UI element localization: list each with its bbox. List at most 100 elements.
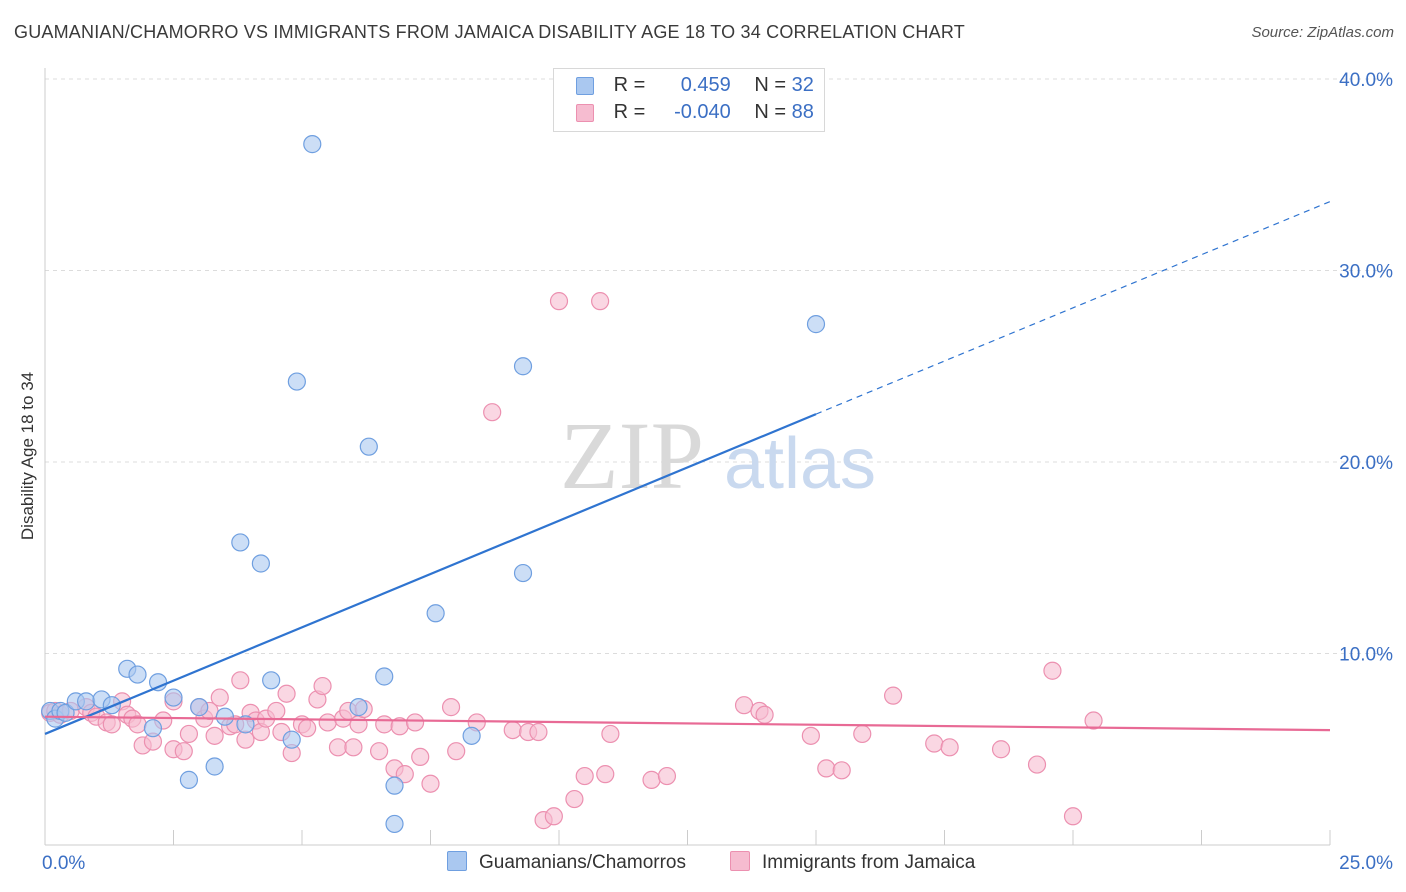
data-point-jamaica <box>1063 807 1083 826</box>
grid-lines <box>45 78 1392 654</box>
data-point-guamanian <box>215 707 234 726</box>
y-tick-label: 30.0% <box>1339 262 1393 283</box>
y-tick-label: 10.0% <box>1339 645 1393 666</box>
y-tick-label: 40.0% <box>1339 70 1393 91</box>
data-point-guamanian <box>282 730 301 749</box>
watermark-atlas: atlas <box>724 424 876 504</box>
trend-line-guamanian <box>44 413 817 735</box>
data-point-jamaica <box>529 722 548 742</box>
data-point-jamaica <box>1043 661 1062 680</box>
data-point-guamanian <box>77 692 96 711</box>
data-point-jamaica <box>734 696 754 715</box>
data-point-jamaica <box>231 671 250 690</box>
legend-r-value: -0.040 <box>674 101 731 123</box>
legend-swatch-jamaica <box>730 850 750 871</box>
legend-swatch-guamanian <box>447 850 467 871</box>
data-point-jamaica <box>940 738 959 757</box>
data-point-guamanian <box>148 673 168 692</box>
data-point-jamaica <box>267 701 286 721</box>
data-point-guamanian <box>236 715 255 734</box>
data-point-guamanian <box>190 698 209 717</box>
data-point-guamanian <box>179 770 199 789</box>
data-point-jamaica <box>544 807 563 826</box>
chart-title: GUAMANIAN/CHAMORRO VS IMMIGRANTS FROM JA… <box>14 22 965 42</box>
data-point-jamaica <box>405 713 425 732</box>
data-point-guamanian <box>287 372 306 391</box>
x-tick-label-min: 0.0% <box>42 853 85 874</box>
data-point-guamanian <box>513 357 533 376</box>
legend-r-label: R = <box>613 74 646 96</box>
data-point-jamaica <box>411 747 430 767</box>
data-point-guamanian <box>262 671 281 690</box>
data-point-jamaica <box>832 761 851 780</box>
data-point-jamaica <box>483 403 502 422</box>
data-point-jamaica <box>853 724 872 744</box>
data-point-jamaica <box>1084 711 1103 730</box>
x-tick-label-max: 25.0% <box>1339 853 1393 874</box>
data-point-guamanian <box>375 667 394 686</box>
data-point-jamaica <box>318 713 337 732</box>
data-point-jamaica <box>801 726 820 745</box>
data-point-jamaica <box>102 715 121 734</box>
data-point-guamanian <box>143 719 163 738</box>
data-point-jamaica <box>277 684 296 703</box>
data-point-guamanian <box>513 563 533 583</box>
data-point-guamanian <box>128 665 147 684</box>
trend-lines <box>44 201 1331 735</box>
legend-swatch-jamaica <box>576 103 594 122</box>
legend-row-guamanian: R = 0.459 N = 32 <box>576 74 814 100</box>
source-label: Source: ZipAtlas.com <box>1251 24 1394 41</box>
trend-line-jamaica <box>44 715 1331 732</box>
data-point-jamaica <box>210 688 229 707</box>
legend-n-value: 32 <box>791 74 814 96</box>
data-point-jamaica <box>313 676 332 696</box>
data-point-jamaica <box>421 774 440 793</box>
data-point-jamaica <box>447 742 466 761</box>
legend-n-label: N = <box>754 74 787 96</box>
data-point-jamaica <box>591 292 610 311</box>
data-point-jamaica <box>503 720 522 740</box>
data-point-jamaica <box>344 738 363 757</box>
data-point-guamanian <box>164 688 183 707</box>
correlation-legend: R = 0.459 N = 32 R = -0.040 N = 88 <box>553 68 825 132</box>
data-point-jamaica <box>328 738 348 757</box>
series-guamanian-points <box>41 135 826 834</box>
data-point-jamaica <box>370 742 389 761</box>
tick-labels: 10.0% 20.0% 30.0% 40.0% 0.0% 25.0% <box>42 70 1393 874</box>
series-jamaica-points <box>41 292 1103 830</box>
data-point-jamaica <box>1027 755 1047 774</box>
data-point-jamaica <box>925 734 944 753</box>
trend-line-guamanian-extension <box>815 201 1331 415</box>
data-point-guamanian <box>385 776 404 795</box>
legend-n-value: 88 <box>791 101 814 123</box>
data-point-jamaica <box>441 698 461 717</box>
data-point-jamaica <box>205 726 224 745</box>
data-point-jamaica <box>236 730 255 749</box>
y-tick-label: 20.0% <box>1339 453 1393 474</box>
data-point-jamaica <box>349 715 368 734</box>
data-point-jamaica <box>642 770 661 789</box>
legend-r-label: R = <box>613 101 646 123</box>
data-point-guamanian <box>426 604 445 623</box>
data-point-guamanian <box>231 533 250 552</box>
data-point-guamanian <box>303 135 322 154</box>
legend-label-jamaica: Immigrants from Jamaica <box>762 852 976 873</box>
data-point-jamaica <box>817 759 836 778</box>
data-point-jamaica <box>179 724 199 744</box>
data-point-jamaica <box>298 719 317 738</box>
data-point-jamaica <box>601 724 620 744</box>
data-point-guamanian <box>359 437 378 456</box>
legend-n-label: N = <box>754 101 787 123</box>
data-point-guamanian <box>205 757 224 776</box>
watermark: ZIP atlas <box>560 402 876 509</box>
data-point-jamaica <box>174 742 193 761</box>
legend-item-jamaica[interactable]: Immigrants from Jamaica <box>730 850 976 874</box>
series-legend: Guamanians/Chamorros Immigrants from Jam… <box>0 850 1406 876</box>
data-point-jamaica <box>755 705 774 724</box>
legend-row-jamaica: R = -0.040 N = 88 <box>576 101 814 127</box>
legend-item-guamanian[interactable]: Guamanians/Chamorros <box>447 850 686 874</box>
data-point-jamaica <box>575 766 594 786</box>
data-point-jamaica <box>375 715 394 734</box>
data-point-guamanian <box>385 814 404 834</box>
data-point-guamanian <box>462 726 481 745</box>
